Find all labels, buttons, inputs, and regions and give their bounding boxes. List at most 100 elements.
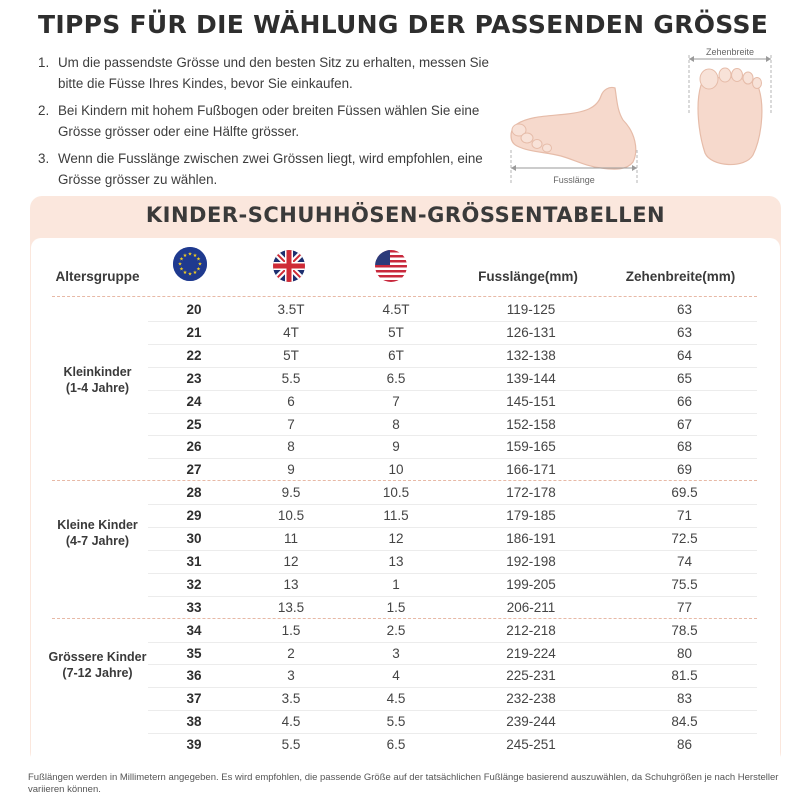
- us-flag-icon: [375, 250, 407, 282]
- cell-fl: 132-138: [506, 347, 556, 363]
- cell-uk: 5.5: [281, 737, 301, 753]
- size-table: [31, 238, 780, 764]
- cell-tw: 78.5: [671, 622, 698, 638]
- cell-fl: 192-198: [506, 553, 556, 569]
- table-row: 36 3 4 225-231 81.5: [148, 664, 757, 687]
- cell-uk: 13.5: [277, 599, 305, 615]
- cell-uk: 9.5: [281, 485, 301, 501]
- cell-fl: 159-165: [506, 439, 556, 455]
- eu-flag-icon: ★ ★ ★ ★ ★ ★ ★ ★ ★ ★ ★ ★: [173, 247, 207, 281]
- cell-us: 8: [392, 416, 400, 432]
- cell-us: 4.5T: [382, 302, 410, 317]
- tip-item: 1. Um die passendste Grösse und den beste…: [38, 55, 489, 91]
- footnote: Fußlängen werden in Millimetern angegebe…: [28, 772, 779, 795]
- cell-us: 6.5: [386, 370, 406, 386]
- table-row: 37 3.5 4.5 232-238 83: [148, 687, 757, 710]
- cell-us: 7: [392, 393, 400, 409]
- cell-eu: 37: [186, 691, 202, 707]
- cell-eu: 36: [186, 668, 202, 684]
- cell-tw: 66: [676, 393, 693, 409]
- cell-uk: 6: [287, 393, 295, 409]
- row-divider: [148, 549, 757, 551]
- table-row: 24 6 7 145-151 66: [148, 390, 757, 413]
- cell-uk: 2: [287, 645, 295, 661]
- cell-fl: 152-158: [506, 416, 556, 432]
- row-divider: [148, 343, 757, 345]
- table-row: 29 10.5 11.5 179-185 71: [148, 504, 757, 527]
- cell-eu: 35: [186, 645, 202, 661]
- group-divider: [52, 480, 757, 481]
- row-divider: [148, 527, 757, 528]
- tips-list: 1. Um die passendste Grösse und den beste…: [38, 52, 498, 196]
- table-row: 22 5T 6T 132-138 64: [148, 344, 757, 367]
- cell-tw: 69.5: [671, 485, 698, 501]
- svg-text:★: ★: [193, 270, 198, 276]
- tip-item: 3. Wenn die Fusslänge zwischen zwei Gröss…: [38, 151, 483, 187]
- table-title: KINDER-SCHUHHÖSEN-GRÖSSENTABELLEN: [145, 203, 666, 227]
- cell-eu: 32: [186, 576, 202, 592]
- cell-uk: 11: [283, 531, 298, 546]
- foot-length-label: Fusslänge: [553, 175, 595, 185]
- header-toe-width: Zehenbreite(mm): [625, 268, 736, 284]
- cell-eu: 25: [186, 416, 202, 432]
- table-row: 32 13 1 199-205 75.5: [148, 573, 757, 596]
- svg-text:★: ★: [196, 267, 201, 273]
- cell-us: 1.5: [386, 599, 406, 615]
- cell-us: 13: [388, 553, 404, 569]
- svg-text:★: ★: [188, 272, 193, 278]
- cell-fl: 245-251: [506, 737, 556, 753]
- cell-uk: 4.5: [281, 714, 301, 730]
- uk-flag-icon: [273, 250, 305, 282]
- cell-fl: 225-231: [506, 668, 556, 684]
- table-row: 20 3.5T 4.5T 119-125 63: [148, 298, 757, 321]
- row-divider: [148, 687, 757, 689]
- cell-uk: 1.5: [281, 622, 301, 638]
- cell-fl: 139-144: [506, 370, 556, 386]
- cell-uk: 3.5: [281, 691, 301, 707]
- page-title: TIPPS FÜR DIE WÄHLUNG DER PASSENDEN GRÖS…: [38, 10, 769, 39]
- row-divider: [148, 366, 757, 368]
- cell-eu: 33: [186, 599, 202, 615]
- cell-tw: 83: [676, 691, 693, 707]
- cell-eu: 29: [186, 508, 202, 524]
- group-label: Kleinkinder (1-4 Jahre): [63, 365, 132, 395]
- cell-tw: 86: [676, 737, 693, 753]
- cell-tw: 64: [676, 347, 693, 363]
- table-row: 30 11 12 186-191 72.5: [148, 527, 757, 550]
- cell-fl: 166-171: [506, 462, 556, 478]
- cell-tw: 68: [676, 439, 693, 455]
- table-row: 27 9 10 166-171 69: [148, 458, 757, 481]
- foot-side-illustration: Fusslänge: [510, 86, 638, 186]
- cell-fl: 232-238: [506, 691, 556, 707]
- cell-us: 10: [388, 462, 404, 478]
- cell-eu: 31: [186, 553, 202, 569]
- table-row: 26 8 9 159-165 68: [148, 435, 757, 458]
- table-row: 28 9.5 10.5 172-178 69.5: [148, 481, 757, 504]
- cell-uk: 5.5: [281, 370, 301, 386]
- cell-us: 11.5: [383, 508, 409, 524]
- row-divider: [148, 641, 757, 643]
- cell-eu: 27: [186, 462, 202, 478]
- svg-text:★: ★: [198, 262, 203, 268]
- cell-fl: 119-125: [506, 302, 556, 317]
- cell-us: 3: [392, 645, 400, 661]
- cell-eu: 22: [186, 347, 202, 363]
- table-row: 21 4T 5T 126-131 63: [148, 321, 757, 344]
- header-divider: [52, 296, 757, 297]
- svg-text:★: ★: [183, 253, 188, 259]
- cell-eu: 30: [186, 531, 202, 546]
- svg-text:★: ★: [183, 270, 188, 276]
- cell-uk: 4T: [283, 324, 299, 340]
- tip-item: 2. Bei Kindern mit hohem Fußbogen oder br…: [38, 103, 480, 139]
- cell-tw: 77: [676, 599, 693, 615]
- cell-fl: 219-224: [506, 645, 556, 661]
- cell-us: 4.5: [386, 691, 406, 707]
- row-divider: [148, 595, 757, 597]
- row-divider: [148, 435, 757, 437]
- cell-tw: 80: [676, 645, 693, 661]
- row-divider: [148, 733, 757, 735]
- cell-tw: 72.5: [671, 531, 698, 546]
- cell-us: 10.5: [382, 485, 410, 501]
- table-row: 31 12 13 192-198 74: [148, 550, 757, 573]
- cell-fl: 199-205: [506, 576, 556, 592]
